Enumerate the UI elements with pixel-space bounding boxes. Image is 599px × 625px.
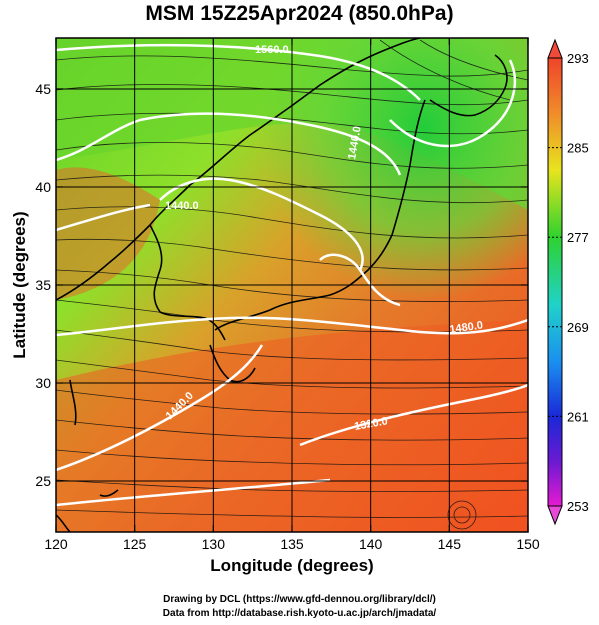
colorbar-gradient	[547, 57, 563, 507]
x-tick-label: 150	[516, 536, 540, 552]
colorbar-tick-label: 277	[567, 230, 589, 245]
y-tick-label: 35	[35, 277, 51, 293]
contour-label: 1560.0	[255, 44, 289, 56]
graticule	[56, 38, 528, 532]
colorbar: 293 285 277 269 261 253	[547, 38, 589, 526]
x-tick-label: 135	[280, 536, 304, 552]
x-tick-label: 145	[438, 536, 462, 552]
y-tick-label: 30	[35, 375, 51, 391]
x-axis-label: Longitude (degrees)	[210, 556, 374, 575]
chart-title: MSM 15Z25Apr2024 (850.0hPa)	[145, 2, 454, 25]
colorbar-tick-label: 269	[567, 320, 589, 335]
credit-drawing: Drawing by DCL (https://www.gfd-dennou.o…	[163, 594, 436, 605]
contour-label: 1440.0	[346, 125, 364, 160]
colorbar-tick-label: 253	[567, 499, 589, 514]
y-axis-ticks: 25 30 35 40 45	[35, 81, 528, 489]
x-tick-label: 125	[123, 536, 147, 552]
contour-label: 1480.0	[449, 319, 484, 336]
colorbar-tick-label: 293	[567, 51, 589, 66]
x-tick-label: 130	[202, 536, 226, 552]
y-tick-label: 25	[35, 473, 51, 489]
y-axis-label: Latitude (degrees)	[10, 211, 29, 359]
contour-label: 1440.0	[165, 200, 199, 212]
x-tick-label: 120	[44, 536, 68, 552]
y-tick-label: 45	[35, 81, 51, 97]
height-contours	[56, 43, 528, 507]
y-tick-label: 40	[35, 179, 51, 195]
colorbar-bottom-arrow	[547, 505, 563, 526]
colorbar-tick-label: 285	[567, 141, 589, 156]
colorbar-top-arrow	[547, 38, 563, 59]
credit-data: Data from http://database.rish.kyoto-u.a…	[162, 608, 437, 619]
x-axis-ticks: 120 125 130 135 140 145 150	[44, 38, 540, 552]
wind-streamlines	[56, 39, 528, 530]
x-tick-label: 140	[359, 536, 383, 552]
colorbar-tick-label: 261	[567, 409, 589, 424]
